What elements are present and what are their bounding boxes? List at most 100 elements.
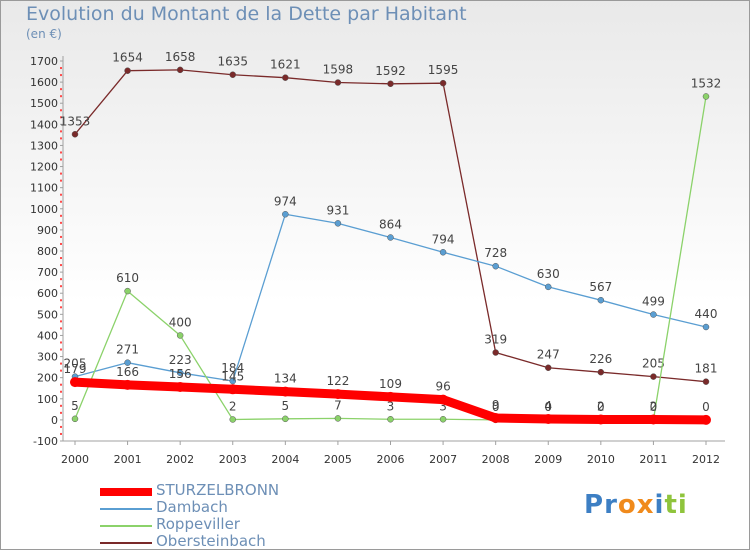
y-tick-label: 200 — [37, 372, 58, 385]
data-label-roppeviller: 5 — [71, 399, 79, 413]
data-point-obersteinbach — [545, 364, 552, 371]
legend-label: Obersteinbach — [156, 532, 266, 550]
data-point-sturzelbronn — [175, 381, 186, 392]
y-tick-label: 1600 — [30, 76, 58, 89]
data-label-dambach: 864 — [379, 217, 402, 231]
data-point-obersteinbach — [334, 79, 342, 86]
y-minor-tick — [60, 95, 62, 98]
chart-subtitle: (en €) — [26, 27, 62, 41]
data-label-sturzelbronn: 109 — [379, 377, 402, 391]
y-minor-tick — [60, 88, 62, 91]
y-tick-label: -100 — [33, 435, 58, 448]
x-tick-label: 2004 — [271, 453, 299, 466]
data-point-dambach — [492, 262, 499, 270]
proxiti-logo: Proxiti — [584, 490, 688, 520]
data-point-dambach — [597, 296, 605, 304]
y-minor-tick — [60, 74, 62, 77]
data-label-obersteinbach: 1658 — [165, 50, 196, 64]
legend-swatch — [100, 488, 152, 496]
x-tick-label: 2011 — [639, 453, 667, 466]
y-minor-tick — [60, 320, 62, 323]
y-minor-tick — [60, 425, 62, 428]
data-label-sturzelbronn: 179 — [64, 362, 87, 376]
data-point-roppeviller — [702, 93, 710, 100]
data-point-obersteinbach — [702, 378, 710, 385]
data-label-sturzelbronn: 122 — [326, 374, 349, 388]
y-tick-label: 0 — [51, 414, 58, 427]
data-label-sturzelbronn: 96 — [435, 380, 450, 394]
y-minor-tick — [60, 109, 62, 112]
data-label-obersteinbach: 226 — [589, 352, 612, 366]
x-tick-label: 2010 — [587, 453, 615, 466]
legend-swatch — [100, 542, 152, 544]
y-tick-label: 1200 — [30, 161, 58, 174]
data-label-roppeviller: 610 — [116, 271, 139, 285]
data-label-dambach: 440 — [695, 307, 718, 321]
x-tick-label: 2009 — [534, 453, 562, 466]
data-point-obersteinbach — [439, 79, 447, 87]
y-minor-tick — [60, 67, 62, 70]
x-tick-label: 2003 — [219, 453, 247, 466]
legend-label: Roppeviller — [156, 515, 240, 533]
legend-label: STURZELBRONN — [156, 481, 280, 499]
data-label-roppeviller: 400 — [169, 315, 192, 329]
data-label-dambach: 728 — [484, 246, 507, 260]
data-label-roppeviller: 3 — [387, 399, 395, 413]
y-tick-label: 100 — [37, 393, 58, 406]
y-tick-label: 1700 — [30, 55, 58, 68]
data-label-obersteinbach: 247 — [537, 348, 560, 362]
y-minor-tick — [60, 264, 62, 267]
data-label-roppeviller: 7 — [334, 398, 342, 412]
x-tick-label: 2002 — [166, 453, 194, 466]
y-minor-tick — [60, 306, 62, 309]
y-minor-tick — [60, 341, 62, 344]
y-tick-label: 700 — [37, 266, 58, 279]
data-label-sturzelbronn: 166 — [116, 365, 139, 379]
data-point-roppeviller — [387, 416, 394, 423]
y-tick-label: 500 — [37, 308, 58, 321]
data-label-sturzelbronn: 2 — [597, 399, 605, 413]
data-label-obersteinbach: 1621 — [270, 58, 301, 72]
data-label-roppeviller: 0 — [492, 400, 500, 414]
x-tick-label: 2000 — [61, 453, 89, 466]
data-point-sturzelbronn — [385, 391, 396, 402]
y-minor-tick — [60, 242, 62, 245]
data-label-obersteinbach: 1598 — [323, 63, 354, 77]
data-point-dambach — [702, 323, 710, 331]
data-point-dambach — [439, 249, 447, 256]
data-label-dambach: 271 — [116, 343, 139, 357]
data-point-dambach — [176, 369, 184, 377]
data-point-obersteinbach — [229, 71, 236, 78]
data-label-obersteinbach: 319 — [484, 333, 507, 347]
data-point-dambach — [282, 211, 289, 218]
y-minor-tick — [60, 327, 62, 330]
x-tick-label: 2007 — [429, 453, 457, 466]
y-minor-tick — [60, 172, 62, 175]
y-tick-label: 1000 — [30, 203, 58, 216]
y-tick-label: 400 — [37, 329, 58, 342]
data-point-sturzelbronn — [438, 394, 449, 405]
y-minor-tick — [60, 130, 62, 133]
y-minor-tick — [60, 221, 62, 224]
y-minor-tick — [60, 348, 62, 351]
data-label-sturzelbronn: 0 — [702, 400, 710, 414]
x-tick-label: 2012 — [692, 453, 720, 466]
y-minor-tick — [60, 390, 62, 393]
y-tick-label: 1100 — [30, 182, 58, 195]
y-minor-tick — [60, 193, 62, 196]
data-label-obersteinbach: 205 — [642, 357, 665, 371]
y-minor-tick — [60, 214, 62, 217]
y-minor-tick — [60, 404, 62, 407]
y-minor-tick — [60, 285, 62, 288]
data-point-sturzelbronn — [543, 414, 554, 425]
y-minor-tick — [60, 278, 62, 281]
data-point-sturzelbronn — [648, 414, 659, 425]
data-point-roppeviller — [229, 416, 236, 423]
data-label-dambach: 931 — [326, 203, 349, 217]
data-label-roppeviller: 1532 — [691, 76, 722, 90]
data-label-dambach: 499 — [642, 295, 665, 309]
data-label-obersteinbach: 181 — [695, 362, 718, 376]
data-label-roppeviller: 0 — [544, 400, 552, 414]
